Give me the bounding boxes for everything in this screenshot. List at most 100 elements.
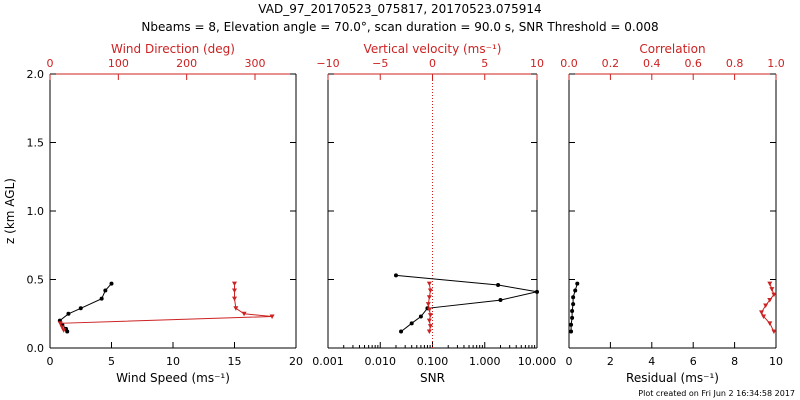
bottom-tick-label: 4 <box>648 355 655 368</box>
bottom-axis-label: Wind Speed (ms⁻¹) <box>116 371 230 385</box>
data-point <box>393 273 398 278</box>
y-tick-label: 0.0 <box>27 342 45 355</box>
y-tick-label: 1.5 <box>27 137 45 150</box>
top-tick-label: −10 <box>316 57 339 70</box>
bottom-tick-label: 0.001 <box>312 355 344 368</box>
series-line-0 <box>395 274 538 332</box>
bottom-tick-label: 15 <box>228 355 242 368</box>
data-point <box>571 302 576 307</box>
data-point <box>78 306 83 311</box>
top-tick-label: 0.8 <box>726 57 744 70</box>
top-tick-label: 5 <box>481 57 488 70</box>
data-point <box>232 296 237 302</box>
data-point <box>496 282 501 287</box>
data-point <box>573 288 578 293</box>
bottom-tick-label: 8 <box>731 355 738 368</box>
top-tick-label: 100 <box>108 57 129 70</box>
data-point <box>767 281 773 287</box>
data-point <box>418 314 423 319</box>
data-point <box>233 306 239 311</box>
data-point <box>426 307 432 313</box>
bottom-tick-label: 0 <box>566 355 573 368</box>
data-point <box>59 325 65 330</box>
top-tick-label: 0.2 <box>602 57 620 70</box>
data-point <box>427 313 433 318</box>
residual-panel: 0 2 4 6 8 10 Residual (ms⁻¹) 0.0 0.2 0.4 0.6 0.8 1.0… <box>560 42 785 385</box>
top-tick-label: 0 <box>429 57 436 70</box>
data-point <box>232 281 237 287</box>
data-point <box>65 329 70 334</box>
data-point <box>399 329 404 334</box>
data-point <box>409 321 414 326</box>
y-tick-label: 1.0 <box>27 205 45 218</box>
data-point <box>241 311 247 317</box>
bottom-tick-label: 2 <box>607 355 614 368</box>
data-point <box>571 295 576 300</box>
data-point <box>426 329 432 335</box>
bottom-tick-label: 5 <box>108 355 115 368</box>
bottom-tick-label: 10.000 <box>518 355 557 368</box>
y-tick-label: 2.0 <box>27 68 45 81</box>
bottom-tick-label: 6 <box>690 355 697 368</box>
bottom-tick-label: 1.000 <box>469 355 501 368</box>
top-tick-label: 0.4 <box>643 57 661 70</box>
top-axis-label: Correlation <box>639 42 705 56</box>
bottom-tick-label: 0.010 <box>365 355 397 368</box>
top-axis-label: Vertical velocity (ms⁻¹) <box>364 42 502 56</box>
data-point <box>767 298 773 303</box>
data-point <box>761 314 767 319</box>
wind-panel: 0.0 0.5 1.0 1.5 2.0 z (km AGL) 0 5 10 15 20 Wind Sp… <box>3 42 303 385</box>
y-axis-label: z (km AGL) <box>3 178 17 244</box>
data-point <box>771 292 777 298</box>
data-point <box>66 311 71 316</box>
snr-panel: 0.001 0.010 0.100 1.000 10.000 SNR −10 −5 0 5 10 Ve… <box>312 42 556 385</box>
data-point <box>427 324 433 329</box>
plot-credit: Plot created on Fri Jun 2 16:34:58 2017 <box>638 389 795 398</box>
data-point <box>771 329 777 335</box>
data-point <box>569 329 574 334</box>
bottom-tick-label: 0 <box>47 355 54 368</box>
data-point <box>426 281 432 287</box>
data-point <box>61 328 67 333</box>
bottom-tick-label: 10 <box>166 355 180 368</box>
data-point <box>232 288 237 293</box>
data-point <box>426 295 432 300</box>
data-point <box>569 322 574 327</box>
top-tick-label: 200 <box>176 57 197 70</box>
top-tick-label: 1.0 <box>767 57 785 70</box>
bottom-axis-label: Residual (ms⁻¹) <box>626 371 719 385</box>
data-point <box>109 281 114 286</box>
top-tick-label: −5 <box>372 57 388 70</box>
figure-subtitle: Nbeams = 8, Elevation angle = 70.0°, sca… <box>141 20 658 34</box>
data-point <box>426 318 432 324</box>
data-point <box>99 296 104 301</box>
data-point <box>498 298 503 303</box>
data-point <box>570 315 575 320</box>
data-point <box>427 288 433 293</box>
top-tick-label: 0 <box>47 57 54 70</box>
data-point <box>575 281 580 286</box>
data-point <box>57 321 63 326</box>
data-point <box>763 303 769 309</box>
top-tick-label: 0.0 <box>560 57 578 70</box>
bottom-tick-label: 10 <box>769 355 783 368</box>
figure-title: VAD_97_20170523_075817, 20170523.075914 <box>258 2 541 16</box>
data-point <box>769 287 775 292</box>
top-axis-label: Wind Direction (deg) <box>111 42 235 56</box>
series-line-1 <box>59 283 273 331</box>
top-tick-label: 300 <box>245 57 266 70</box>
data-point <box>759 310 765 315</box>
data-point <box>103 288 108 293</box>
bottom-axis-label: SNR <box>420 371 445 385</box>
data-point <box>535 289 539 294</box>
data-point <box>767 321 773 326</box>
bottom-tick-label: 20 <box>289 355 303 368</box>
bottom-tick-label: 0.100 <box>417 355 449 368</box>
y-tick-label: 0.5 <box>27 274 45 287</box>
data-point <box>570 309 575 314</box>
data-point <box>269 314 275 319</box>
data-point <box>425 302 431 307</box>
top-tick-label: 10 <box>530 57 544 70</box>
top-tick-label: 0.6 <box>684 57 702 70</box>
